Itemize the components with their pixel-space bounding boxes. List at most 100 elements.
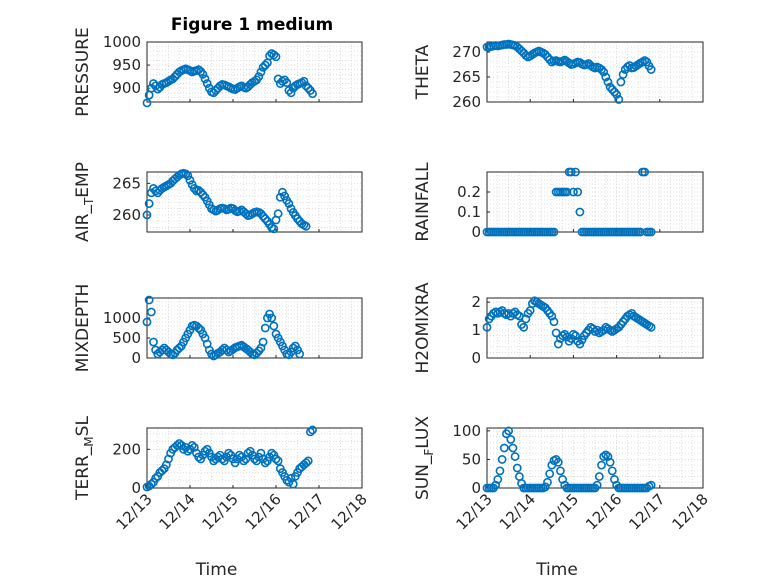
x-tick-label: 12/18 xyxy=(669,490,712,533)
data-point xyxy=(288,343,298,353)
y-tick-label: 500 xyxy=(112,329,141,347)
data-point xyxy=(168,350,178,360)
data-point xyxy=(174,439,184,448)
data-point xyxy=(599,452,609,461)
data-point xyxy=(269,224,279,234)
data-point xyxy=(288,479,298,489)
y-tick-label: 260 xyxy=(452,93,481,111)
data-point xyxy=(172,441,182,450)
axes-box xyxy=(146,171,363,233)
data-point xyxy=(553,457,563,467)
data-point xyxy=(149,337,158,347)
y-tick-label: 0 xyxy=(471,349,481,367)
data-point xyxy=(517,479,526,488)
data-point xyxy=(239,456,249,466)
y-tick-label: 50 xyxy=(462,450,481,468)
x-tick-label: 12/18 xyxy=(328,490,371,533)
y-axis-label: H2OMIXRA xyxy=(413,282,433,373)
subplot: 900 950 1000 PRESSURE xyxy=(73,27,363,117)
y-tick-label: 2 xyxy=(471,293,481,311)
data-point xyxy=(260,458,270,468)
data-point xyxy=(146,479,156,489)
data-point xyxy=(174,343,184,353)
data-point xyxy=(153,84,163,94)
data-point xyxy=(499,443,509,453)
data-point xyxy=(185,175,195,185)
data-point xyxy=(607,85,617,94)
axes-box xyxy=(146,41,363,103)
data-point xyxy=(575,339,585,349)
data-point xyxy=(282,475,292,485)
data-point xyxy=(566,167,576,177)
data-point xyxy=(170,72,180,82)
data-point xyxy=(157,466,167,475)
data-point xyxy=(144,295,154,305)
data-point xyxy=(194,323,203,333)
data-point xyxy=(187,441,197,450)
subplot: 0 1 2 H2OMIXRA xyxy=(413,282,704,374)
y-tick-label: 1000 xyxy=(103,309,141,327)
data-point xyxy=(269,321,279,331)
y-axis-label: RAINFALL xyxy=(413,162,433,242)
data-point xyxy=(543,477,552,487)
x-tick-label: 12/17 xyxy=(285,490,328,533)
data-point xyxy=(545,469,555,479)
data-point xyxy=(301,458,311,468)
y-tick-label: 900 xyxy=(112,79,141,97)
data-point xyxy=(282,78,292,88)
data-point xyxy=(510,452,520,461)
data-point xyxy=(258,211,268,221)
y-tick-label: 950 xyxy=(112,56,141,74)
data-point xyxy=(543,52,552,62)
data-point xyxy=(271,454,281,464)
data-point xyxy=(267,313,277,323)
data-point xyxy=(149,79,158,88)
data-point xyxy=(260,323,270,333)
x-tick-label: 12/14 xyxy=(496,490,539,533)
data-point xyxy=(286,88,296,98)
data-point xyxy=(646,65,656,74)
y-tick-label: 1 xyxy=(471,321,481,339)
data-point xyxy=(224,448,234,458)
data-point xyxy=(597,65,606,74)
y-tick-label: 0 xyxy=(131,479,141,497)
x-tick-label: 12/17 xyxy=(625,490,668,533)
data-point xyxy=(151,473,160,483)
data-point xyxy=(482,322,492,332)
data-point xyxy=(308,89,317,99)
data-point xyxy=(243,448,253,458)
data-point xyxy=(618,70,628,79)
x-tick-label: 12/14 xyxy=(156,490,199,533)
x-tick-label: 12/15 xyxy=(199,490,242,533)
data-point xyxy=(181,169,191,179)
data-point xyxy=(256,209,266,219)
data-point xyxy=(301,221,311,231)
subplot: 260 265 AIR_TEMP xyxy=(73,162,363,242)
data-point xyxy=(142,98,152,108)
data-point xyxy=(256,67,266,77)
y-tick-label: 0.1 xyxy=(457,203,481,221)
subplot: 260 265 270 THETA xyxy=(413,39,704,111)
y-axis-label: MIXDEPTH xyxy=(73,284,93,373)
y-axis-label: TERR_MSL xyxy=(73,416,96,501)
data-point xyxy=(299,76,309,86)
data-point xyxy=(295,349,305,359)
data-point xyxy=(506,435,516,444)
data-point xyxy=(597,460,606,470)
data-point xyxy=(198,190,208,200)
data-point xyxy=(605,457,615,467)
data-point xyxy=(194,65,203,75)
data-point xyxy=(250,454,259,464)
data-point xyxy=(258,337,268,347)
data-point xyxy=(517,46,526,56)
y-tick-label: 265 xyxy=(452,68,481,86)
data-point xyxy=(189,184,199,193)
data-point xyxy=(540,50,550,59)
data-point xyxy=(601,450,611,460)
data-point xyxy=(614,95,624,104)
data-point xyxy=(607,466,617,476)
data-point xyxy=(146,307,156,317)
